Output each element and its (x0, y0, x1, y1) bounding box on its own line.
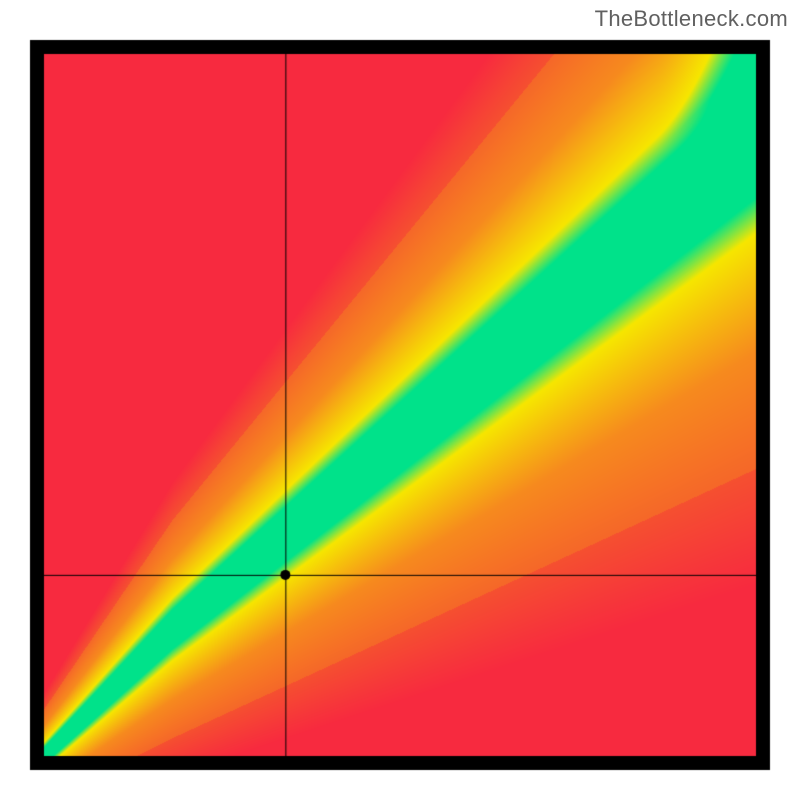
watermark-text: TheBottleneck.com (595, 6, 788, 32)
bottleneck-heatmap (0, 0, 800, 800)
